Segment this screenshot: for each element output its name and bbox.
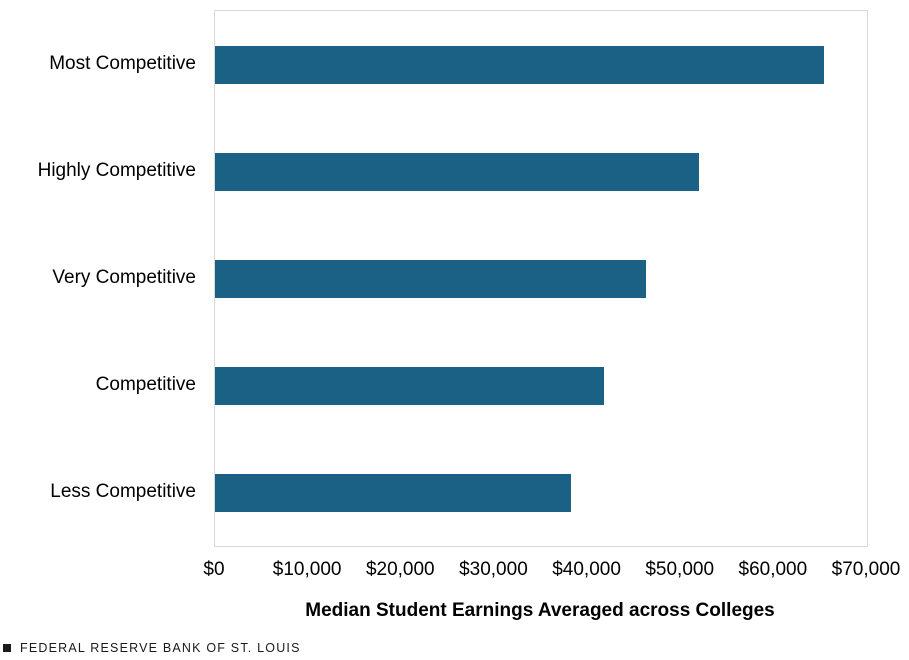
y-axis-label-competitive: Competitive xyxy=(95,373,196,395)
x-axis-tick-label: $30,000 xyxy=(459,559,528,580)
bar-competitive xyxy=(215,366,605,405)
x-axis-tick-label: $50,000 xyxy=(645,559,715,580)
plot-area xyxy=(214,10,868,547)
bar-most-competitive xyxy=(215,45,825,84)
source-label: FEDERAL RESERVE BANK OF ST. LOUIS xyxy=(20,641,301,655)
square-bullet-icon xyxy=(3,644,11,652)
x-axis-tick-label: $60,000 xyxy=(738,559,808,580)
bar-very-competitive xyxy=(215,259,647,298)
x-axis-tick-label: $70,000 xyxy=(831,559,901,580)
x-axis-tick-label: $0 xyxy=(203,559,225,580)
x-axis-tick-label: $40,000 xyxy=(552,559,621,580)
y-axis-label-very-competitive: Very Competitive xyxy=(52,266,196,288)
y-axis-label-less-competitive: Less Competitive xyxy=(50,480,196,502)
y-axis-label-most-competitive: Most Competitive xyxy=(49,52,196,74)
y-axis-label-highly-competitive: Highly Competitive xyxy=(37,159,196,181)
bar-less-competitive xyxy=(215,473,571,512)
source-attribution: FEDERAL RESERVE BANK OF ST. LOUIS xyxy=(3,641,301,655)
x-axis-tick-label: $20,000 xyxy=(365,559,435,580)
x-axis-title: Median Student Earnings Averaged across … xyxy=(305,600,775,621)
bar-highly-competitive xyxy=(215,152,700,191)
x-axis-tick-label: $10,000 xyxy=(272,559,342,580)
